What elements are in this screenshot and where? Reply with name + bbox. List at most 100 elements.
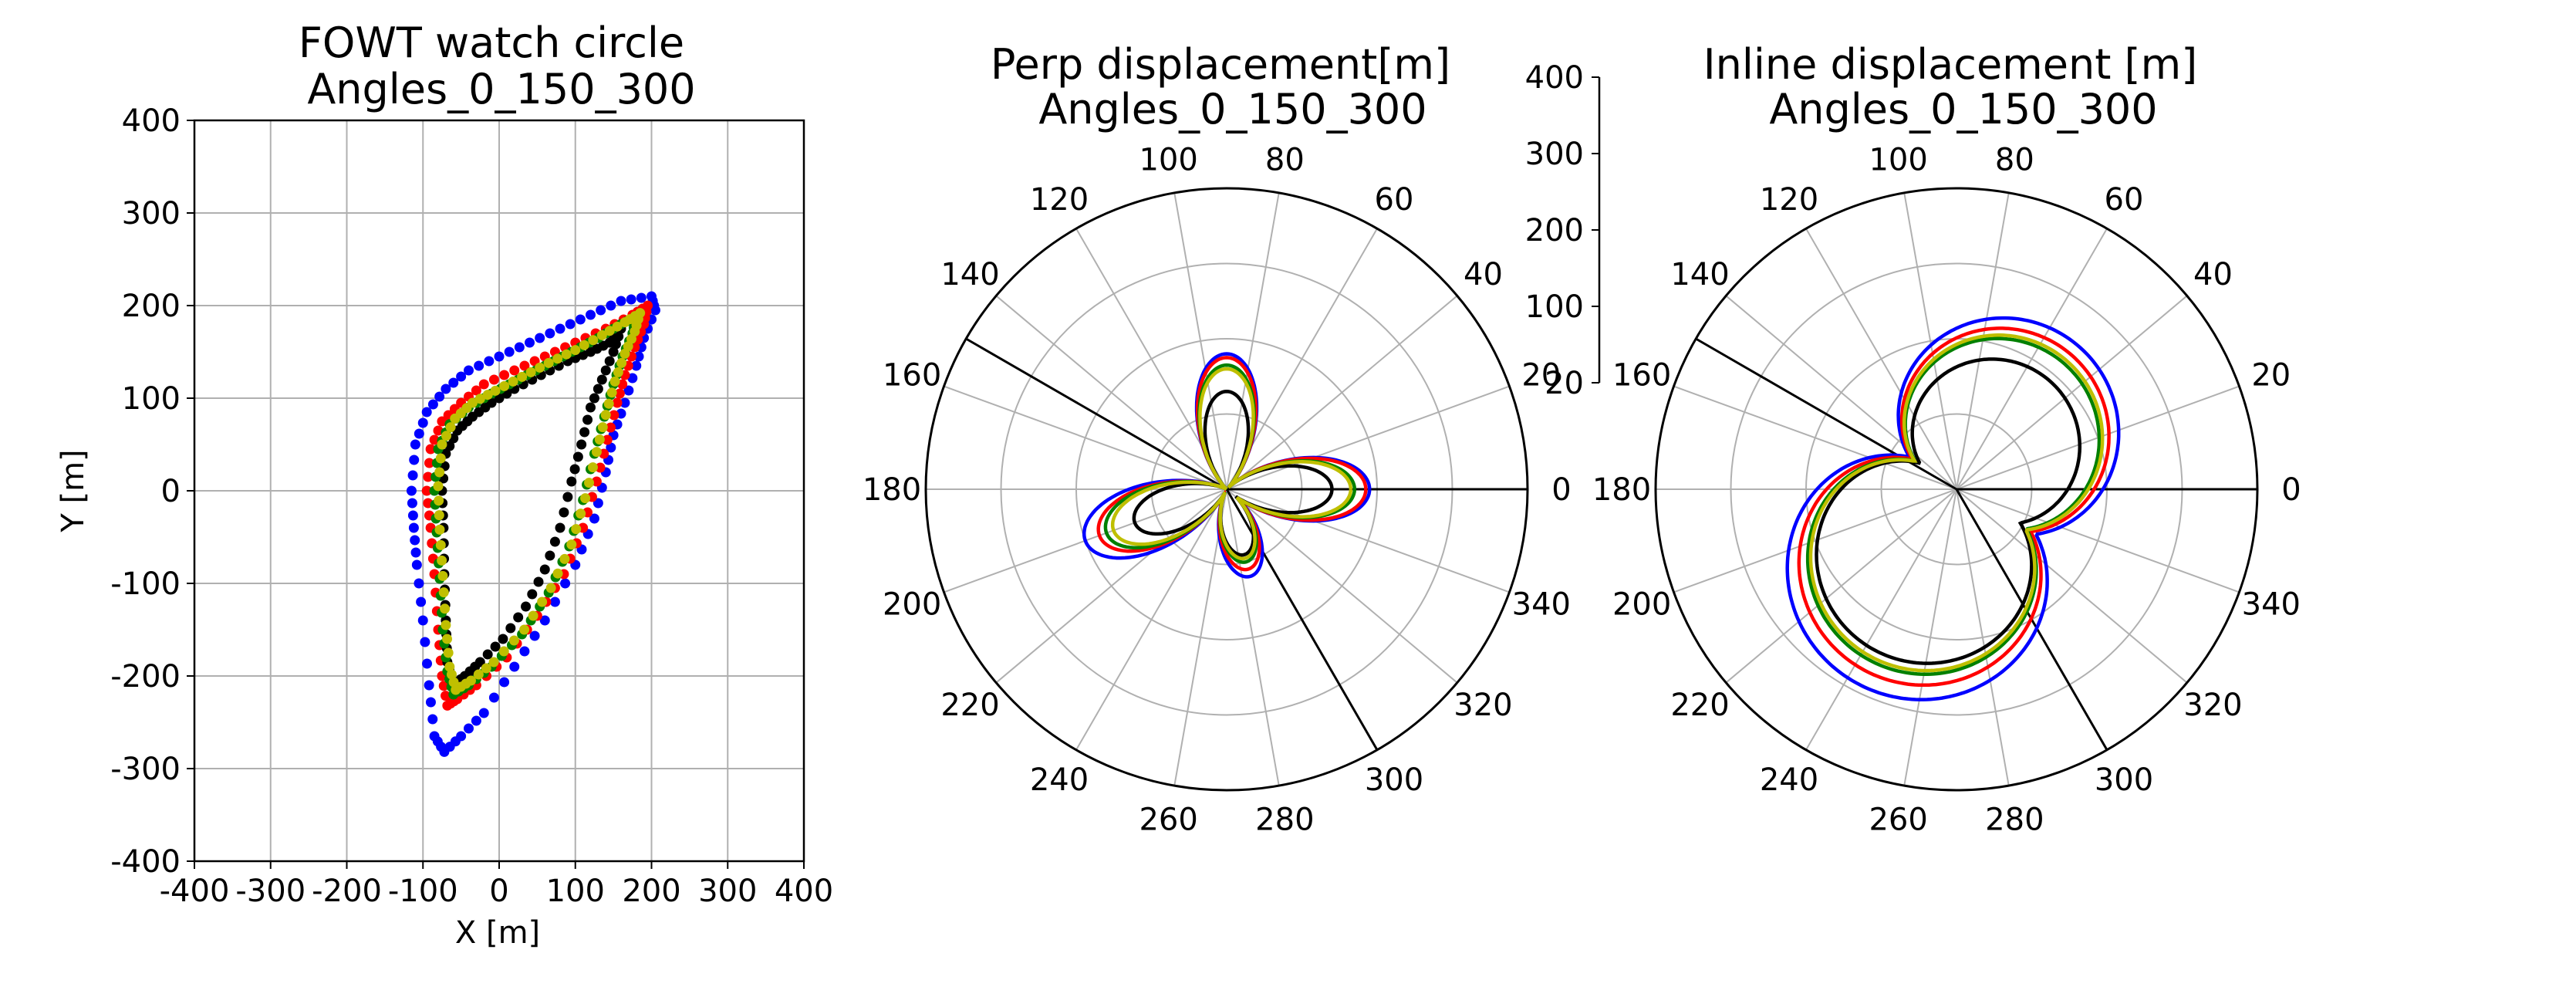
scatter-point [410, 547, 421, 558]
scatter-point [441, 620, 451, 630]
y-tick-label: -300 [110, 752, 181, 787]
scatter-point [566, 539, 577, 550]
scatter-point [407, 470, 418, 481]
scatter-point [560, 578, 571, 589]
scatter-point [429, 434, 440, 445]
scatter-point [603, 398, 614, 409]
scatter-point [606, 422, 616, 433]
scatter-point [620, 397, 630, 408]
scatter-point [482, 649, 493, 660]
y-tick-label: -400 [110, 844, 181, 880]
scatter-point [482, 390, 493, 400]
scatter-point [596, 330, 607, 340]
polar-spoke [1075, 488, 1227, 751]
scatter-point [421, 485, 432, 496]
scatter-point [612, 397, 623, 408]
scatter-point [435, 539, 446, 550]
x-tick-label: -400 [160, 874, 230, 909]
left-title-line2: Angles_0_150_300 [307, 65, 695, 113]
scatter-point [555, 323, 566, 334]
mid-title-line2: Angles_0_150_300 [1038, 85, 1426, 133]
scatter-point [570, 345, 581, 356]
scatter-point [525, 337, 535, 348]
scatter-point [623, 385, 634, 396]
scatter-point [498, 634, 508, 644]
scatter-point [434, 391, 445, 402]
scatter-point [604, 356, 615, 367]
scatter-point [444, 661, 455, 672]
scatter-point [434, 510, 444, 521]
scatter-point [626, 294, 636, 305]
theta-tick-label: 280 [1255, 802, 1314, 837]
theta-tick-label: 160 [1612, 358, 1671, 394]
scatter-point [441, 431, 452, 441]
theta-tick-label: 140 [940, 257, 999, 292]
theta-tick-label: 200 [883, 586, 941, 622]
scatter-point [525, 367, 536, 377]
left-axes-frame [193, 119, 805, 863]
scatter-point [414, 428, 424, 439]
scatter-point [499, 380, 510, 391]
scatter-point [420, 637, 430, 647]
polar-spoke [1805, 488, 1957, 751]
scatter-point [552, 353, 563, 364]
scatter-point [594, 434, 605, 445]
polar-spoke [1725, 488, 1957, 684]
scatter-point [604, 326, 615, 336]
scatter-point [513, 612, 524, 623]
polar-series-line [1805, 336, 2102, 676]
scatter-point [514, 342, 525, 353]
scatter-point [519, 624, 530, 635]
scatter-point [406, 485, 417, 496]
scatter-point [572, 451, 583, 462]
scatter-point [545, 550, 555, 561]
scatter-point [474, 360, 484, 371]
theta-tick-label: 0 [2281, 472, 2301, 508]
scatter-point [616, 357, 627, 368]
scatter-point [410, 439, 420, 450]
scatter-point [471, 715, 481, 726]
x-tick-label: 200 [622, 874, 680, 909]
scatter-point [442, 634, 453, 644]
theta-tick-label: 200 [1612, 586, 1671, 622]
theta-tick-label: 100 [1869, 143, 1927, 178]
scatter-point [494, 351, 505, 362]
scatter-point [627, 373, 638, 384]
scatter-point [438, 681, 449, 691]
scatter-point [517, 371, 528, 382]
radial-tick-label: 100 [1525, 289, 1584, 325]
scatter-point [410, 535, 420, 546]
scatter-point [421, 407, 432, 417]
polar-spoke [1903, 192, 1957, 490]
scatter-point [411, 559, 422, 570]
polar-spoke [1903, 488, 1957, 786]
scatter-point [519, 646, 530, 657]
theta-tick-label: 100 [1139, 143, 1197, 178]
scatter-point [614, 388, 625, 399]
scatter-point [606, 442, 616, 453]
scatter-point [481, 663, 491, 674]
scatter-point [608, 346, 619, 357]
polar-spoke [1725, 295, 1957, 490]
theta-tick-label: 320 [2183, 688, 2242, 723]
inline-polar-axes: 0 20 40 60 80 100 120 140 160 180 200 220 240 260 280 3… [1592, 143, 2301, 838]
polar-spoke [1673, 488, 1957, 593]
theta-tick-label: 120 [1030, 182, 1089, 218]
left-title-line1: FOWT watch circle [299, 19, 684, 67]
polar-spoke [1956, 488, 2010, 786]
polar-spoke [995, 295, 1227, 490]
scatter-point [422, 658, 433, 669]
polar-spoke [1956, 488, 2240, 593]
scatter-point [588, 335, 599, 346]
scatter-point [443, 647, 454, 658]
scatter-point [417, 615, 428, 626]
polar-spoke [1956, 228, 2108, 490]
scatter-point [464, 723, 474, 734]
scatter-point [444, 441, 455, 451]
watch-circle-panel: FOWT watch circle Angles_0_150_300 -400-… [56, 19, 833, 951]
scatter-point [616, 296, 626, 306]
scatter-point [633, 351, 644, 362]
scatter-point [446, 669, 457, 680]
scatter-point [613, 367, 623, 377]
